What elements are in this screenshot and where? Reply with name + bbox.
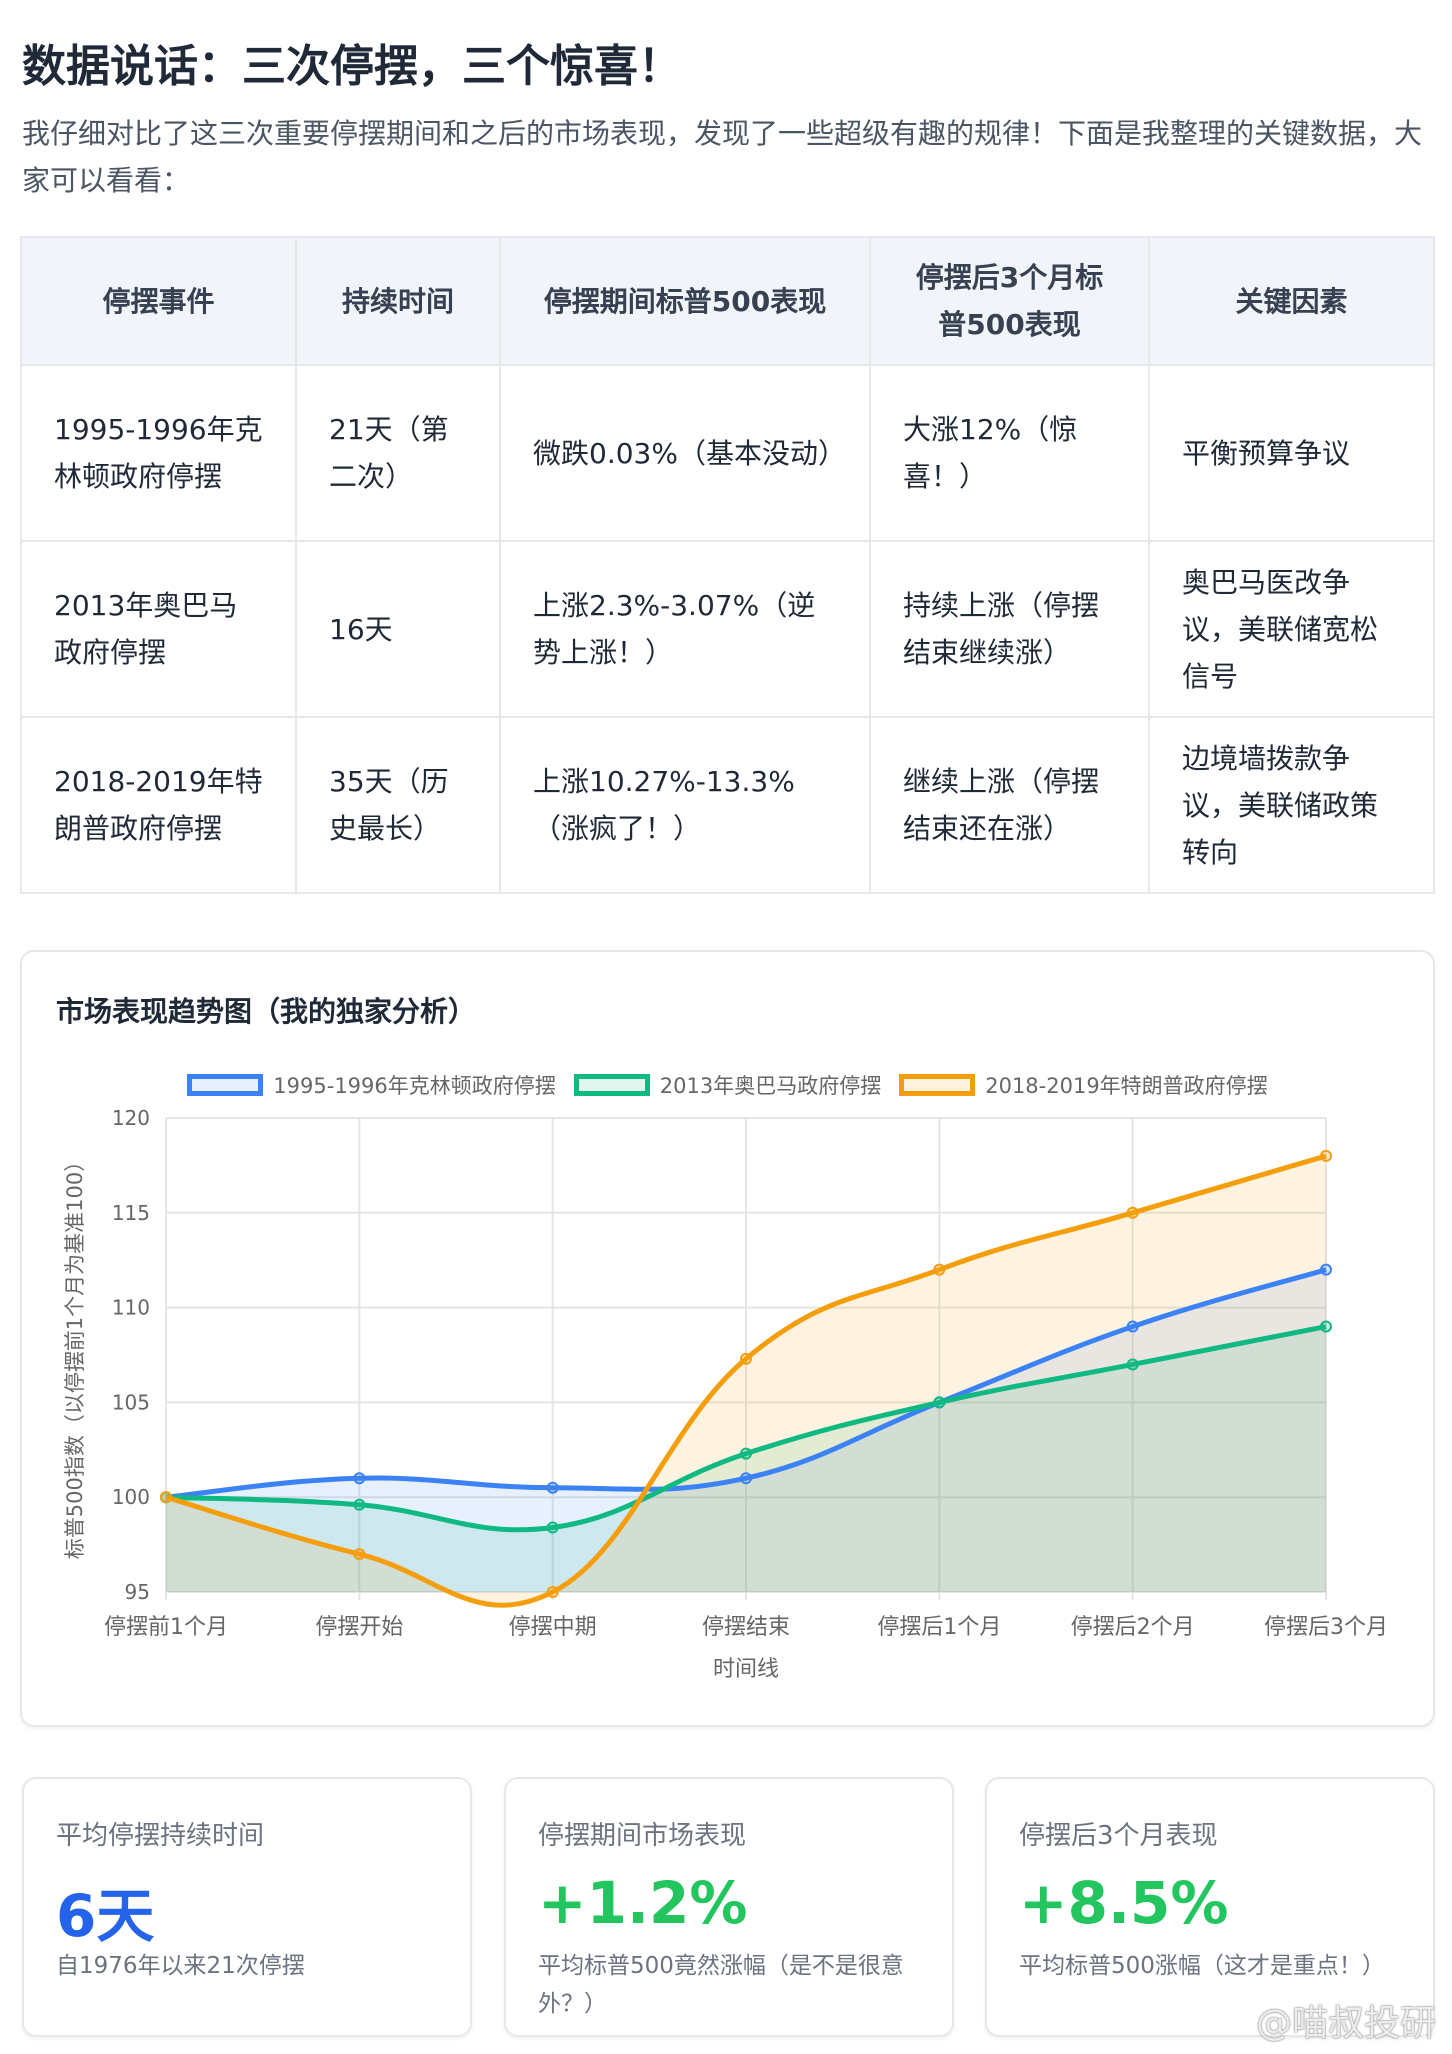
- x-tick-label: 停摆后3个月: [1264, 1615, 1388, 1640]
- legend-swatch: [187, 1074, 264, 1096]
- cell-during: 上涨10.27%-13.3%（涨疯了！）: [499, 716, 871, 894]
- data-point: [1126, 1320, 1139, 1333]
- legend-item-trump[interactable]: 2018-2019年特朗普政府停摆: [899, 1070, 1268, 1100]
- y-tick-label: 115: [112, 1201, 150, 1225]
- line-chart: 95 100 105 110 115 120 停摆前1个月 停摆开始 停摆中期 停摆结束 停摆后1个…: [63, 1106, 1388, 1682]
- table-row: 2013年奥巴马政府停摆 16天 上涨2.3%-3.07%（逆势上涨！） 持续上…: [20, 540, 1435, 718]
- y-axis-label: 标普500指数（以停摆前1个月为基准100）: [63, 1151, 87, 1560]
- x-tick-label: 停摆后1个月: [877, 1615, 1001, 1640]
- data-point: [546, 1586, 559, 1598]
- cell-after: 持续上涨（停摆结束继续涨）: [869, 540, 1150, 718]
- data-point: [353, 1548, 366, 1561]
- shutdown-table: 停摆事件 持续时间 停摆期间标普500表现 停摆后3个月标普500表现 关键因素…: [20, 236, 1435, 894]
- data-point: [740, 1472, 752, 1485]
- legend-swatch: [573, 1074, 650, 1096]
- cell-event: 1995-1996年克林顿政府停摆: [20, 364, 297, 542]
- stat-value: +1.2%: [538, 1869, 748, 1937]
- x-axis-label: 时间线: [713, 1657, 779, 1682]
- legend-label: 1995-1996年克林顿政府停摆: [273, 1074, 556, 1098]
- stat-label: 平均停摆持续时间: [56, 1821, 265, 1851]
- stat-sub: 平均标普500竟然涨幅（是不是很意外？）: [538, 1953, 904, 2017]
- stat-label: 停摆后3个月表现: [1019, 1821, 1218, 1851]
- header-after: 停摆后3个月标普500表现: [869, 236, 1150, 366]
- watermark: @喵叔投研: [1255, 2003, 1436, 2044]
- data-point: [160, 1491, 172, 1504]
- stat-card-during: 停摆期间市场表现 +1.2% 平均标普500竟然涨幅（是不是很意外？）: [504, 1777, 954, 2037]
- cell-duration: 21天（第二次）: [295, 364, 501, 542]
- stat-value: 6天: [56, 1882, 155, 1950]
- x-tick-label: 停摆开始: [315, 1615, 403, 1640]
- y-tick-label: 95: [125, 1580, 150, 1604]
- data-point: [1320, 1149, 1332, 1162]
- series-area-0: [166, 1269, 1326, 1592]
- cell-factors: 平衡预算争议: [1148, 364, 1435, 542]
- cell-during: 上涨2.3%-3.07%（逆势上涨！）: [499, 540, 871, 718]
- stat-label: 停摆期间市场表现: [538, 1821, 747, 1851]
- cell-duration: 16天: [295, 540, 501, 718]
- chart-legend: 1995-1996年克林顿政府停摆 2013年奥巴马政府停摆 2018-2019…: [22, 1070, 1433, 1100]
- stat-sub: 自1976年以来21次停摆: [56, 1953, 305, 1979]
- cell-factors: 边境墙拨款争议，美联储政策转向: [1148, 716, 1435, 894]
- data-point: [933, 1396, 946, 1409]
- data-point: [353, 1472, 366, 1485]
- table-row: 1995-1996年克林顿政府停摆 21天（第二次） 微跌0.03%（基本没动）…: [20, 364, 1435, 542]
- series-line-2: [165, 1153, 1327, 1608]
- legend-label: 2013年奥巴马政府停摆: [659, 1074, 882, 1098]
- series-line-0: [165, 1267, 1327, 1500]
- data-point: [1126, 1358, 1139, 1371]
- x-tick-label: 停摆前1个月: [104, 1615, 228, 1640]
- x-tick-label: 停摆结束: [702, 1615, 790, 1640]
- data-point: [1320, 1263, 1332, 1276]
- y-tick-label: 105: [112, 1390, 150, 1414]
- data-point: [546, 1521, 559, 1534]
- legend-item-obama[interactable]: 2013年奥巴马政府停摆: [573, 1070, 882, 1100]
- data-point: [1320, 1320, 1332, 1333]
- stat-sub: 平均标普500涨幅（这才是重点！）: [1019, 1953, 1385, 1979]
- legend-item-clinton[interactable]: 1995-1996年克林顿政府停摆: [187, 1070, 556, 1100]
- data-point: [933, 1263, 946, 1276]
- x-tick-label: 停摆后2个月: [1071, 1615, 1195, 1640]
- table-header-row: 停摆事件 持续时间 停摆期间标普500表现 停摆后3个月标普500表现 关键因素: [20, 236, 1435, 366]
- x-tick-label: 停摆中期: [509, 1615, 597, 1640]
- legend-swatch: [899, 1074, 976, 1096]
- stat-card-duration: 平均停摆持续时间 6天 自1976年以来21次停摆: [22, 1777, 472, 2037]
- y-tick-label: 100: [112, 1485, 150, 1509]
- header-duration: 持续时间: [295, 236, 501, 366]
- chart-title: 市场表现趋势图（我的独家分析）: [56, 995, 477, 1028]
- legend-label: 2018-2019年特朗普政府停摆: [985, 1074, 1268, 1098]
- cell-event: 2013年奥巴马政府停摆: [20, 540, 297, 718]
- series-area-2: [166, 1155, 1326, 1606]
- stat-card-after: 停摆后3个月表现 +8.5% 平均标普500涨幅（这才是重点！）: [985, 1777, 1435, 2037]
- data-point: [740, 1352, 752, 1365]
- cell-duration: 35天（历史最长）: [295, 716, 501, 894]
- chart-card: 市场表现趋势图（我的独家分析） 1995-1996年克林顿政府停摆 2013年奥…: [20, 950, 1435, 1727]
- table-row: 2018-2019年特朗普政府停摆 35天（历史最长） 上涨10.27%-13.…: [20, 716, 1435, 894]
- data-point: [740, 1447, 752, 1460]
- y-tick-label: 120: [112, 1106, 150, 1130]
- page-title: 数据说话：三次停摆，三个惊喜！: [22, 41, 682, 92]
- cell-after: 继续上涨（停摆结束还在涨）: [869, 716, 1150, 894]
- data-point: [353, 1498, 366, 1511]
- cell-after: 大涨12%（惊喜！）: [869, 364, 1150, 542]
- stat-value: +8.5%: [1019, 1869, 1229, 1937]
- cell-event: 2018-2019年特朗普政府停摆: [20, 716, 297, 894]
- y-tick-label: 110: [112, 1296, 150, 1320]
- cell-during: 微跌0.03%（基本没动）: [499, 364, 871, 542]
- header-during: 停摆期间标普500表现: [499, 236, 871, 366]
- data-point: [546, 1481, 559, 1494]
- data-point: [1126, 1206, 1139, 1219]
- intro-text: 我仔细对比了这三次重要停摆期间和之后的市场表现，发现了一些超级有趣的规律！下面是…: [22, 117, 1423, 197]
- header-event: 停摆事件: [20, 236, 297, 366]
- header-factors: 关键因素: [1148, 236, 1435, 366]
- series-line-1: [165, 1324, 1327, 1533]
- cell-factors: 奥巴马医改争议，美联储宽松信号: [1148, 540, 1435, 718]
